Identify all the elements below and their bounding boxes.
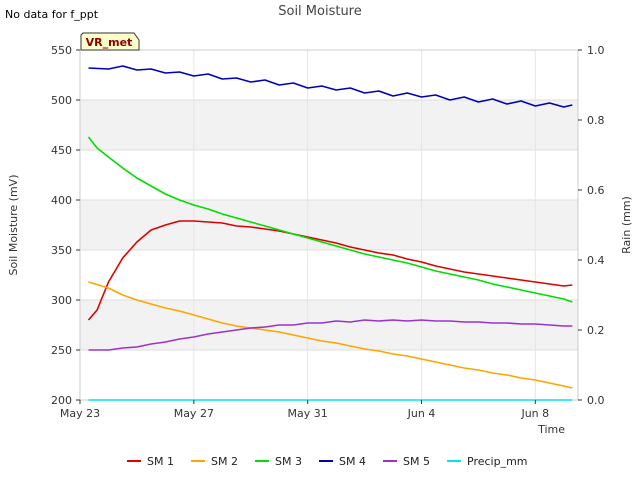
legend-label-2: SM 3 (275, 455, 302, 468)
x-axis-label: Time (537, 423, 565, 436)
y2-tick-label-5: 1.0 (587, 44, 605, 57)
y2-tick-label-2: 0.4 (587, 254, 605, 267)
y-tick-label-2: 300 (51, 294, 72, 307)
y-tick-label-1: 250 (51, 344, 72, 357)
legend-label-1: SM 2 (211, 455, 238, 468)
x-tick-label-1: May 27 (174, 407, 214, 420)
y-tick-label-6: 500 (51, 94, 72, 107)
legend-label-5: Precip_mm (467, 455, 528, 468)
series-lines (87, 65, 573, 401)
background-bands (80, 100, 578, 350)
badge-label: VR_met (86, 36, 133, 49)
x-axis-ticks: May 23 May 27 May 31 Jun 4 Jun 8 (60, 400, 549, 420)
y-axis-label: Soil Moisture (mV) (7, 175, 20, 276)
badge-shape (80, 32, 140, 51)
y-tick-label-5: 450 (51, 144, 72, 157)
series-line-sm-1 (87, 220, 573, 321)
x-tick-label-3: Jun 4 (407, 407, 436, 420)
legend: SM 1 SM 2 SM 3 SM 4 SM 5 Precip_mm (127, 455, 528, 468)
x-tick-label-2: May 31 (288, 407, 328, 420)
y-tick-label-4: 400 (51, 194, 72, 207)
y2-tick-label-3: 0.6 (587, 184, 605, 197)
y-tick-label-3: 350 (51, 244, 72, 257)
legend-label-4: SM 5 (403, 455, 430, 468)
y2-tick-label-1: 0.2 (587, 324, 605, 337)
legend-label-0: SM 1 (147, 455, 174, 468)
x-tick-label-0: May 23 (60, 407, 100, 420)
series-line-sm-5 (88, 319, 573, 351)
y2-tick-label-4: 0.8 (587, 114, 605, 127)
band-1 (80, 200, 578, 250)
y2-tick-label-0: 0.0 (587, 394, 605, 407)
x-tick-label-4: Jun 8 (520, 407, 549, 420)
y2-axis-ticks: 0.0 0.2 0.4 0.6 0.8 1.0 (578, 44, 605, 407)
y2-axis-label: Rain (mm) (620, 196, 633, 254)
no-data-note: No data for f_ppt (5, 8, 99, 21)
series-line-sm-3 (87, 136, 573, 303)
vr-met-badge: VR_met (80, 32, 140, 51)
series-line-sm-4 (88, 65, 573, 108)
band-2 (80, 100, 578, 150)
y-tick-label-7: 550 (51, 44, 72, 57)
series-line-sm-2 (88, 281, 573, 389)
y-axis-ticks: 200 250 300 350 400 450 500 550 (51, 44, 80, 407)
y-tick-label-0: 200 (51, 394, 72, 407)
chart-title: Soil Moisture (278, 4, 362, 19)
legend-label-3: SM 4 (339, 455, 366, 468)
